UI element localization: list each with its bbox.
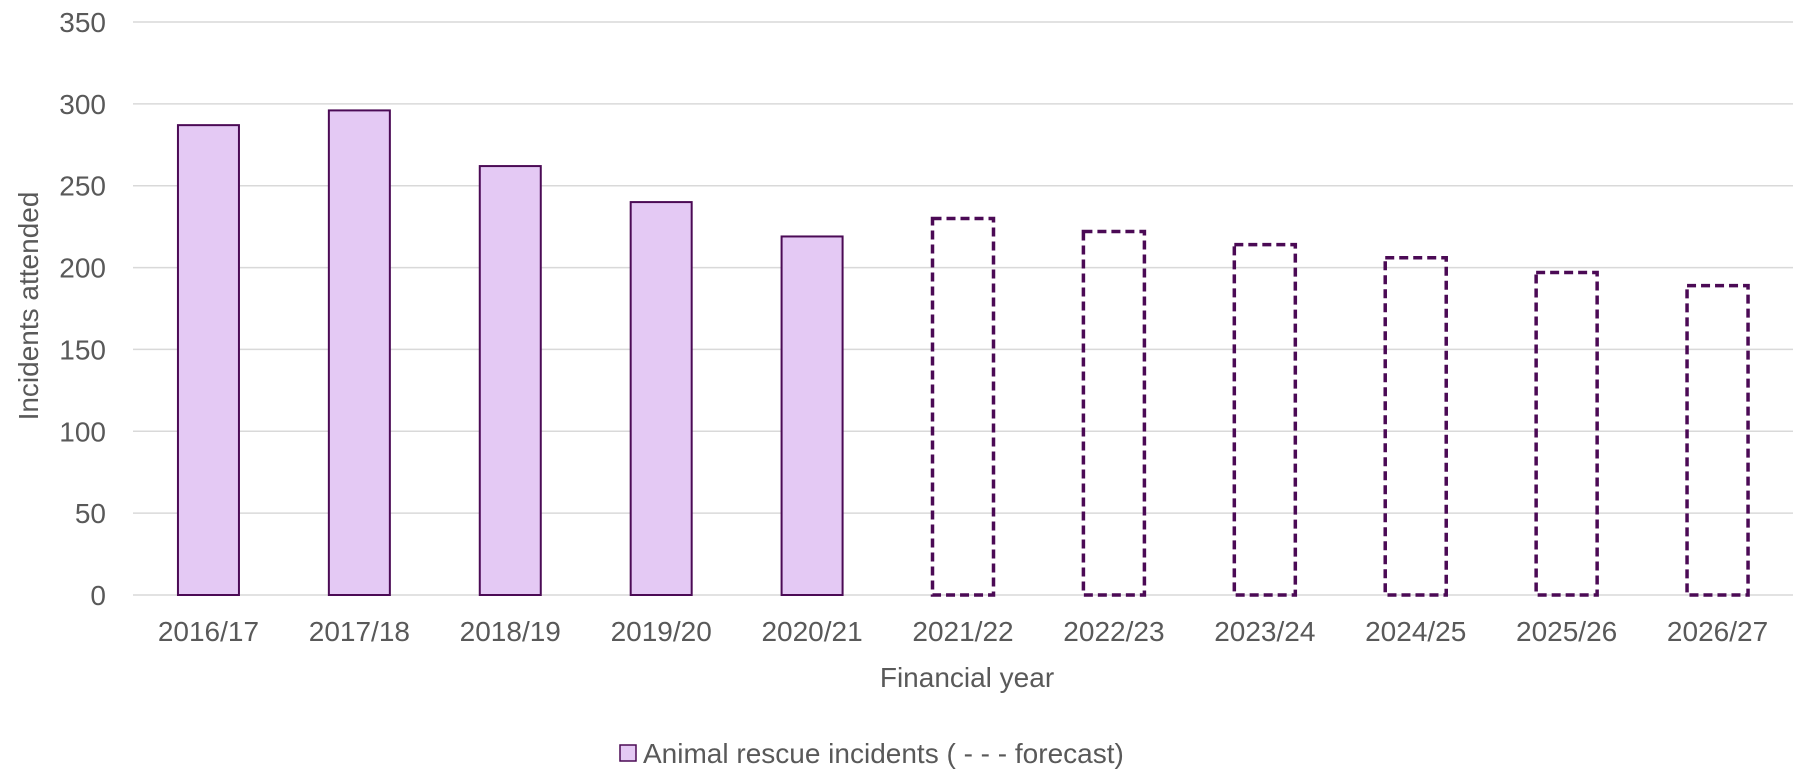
forecast-bar (1232, 242, 1298, 597)
bars (176, 109, 1750, 597)
y-axis-ticks: 0 50 100 150 200 250 300 350 (59, 7, 106, 611)
x-tick-label: 2019/20 (611, 616, 712, 647)
x-tick-label: 2017/18 (309, 616, 410, 647)
x-tick-label: 2024/25 (1365, 616, 1466, 647)
x-axis-title: Financial year (880, 662, 1054, 693)
y-tick-label: 150 (59, 334, 106, 365)
y-axis-title: Incidents attended (13, 192, 44, 421)
x-tick-label: 2016/17 (158, 616, 259, 647)
y-tick-label: 300 (59, 89, 106, 120)
y-tick-label: 50 (75, 498, 106, 529)
legend: Animal rescue incidents ( - - - forecast… (619, 738, 1124, 769)
bar (478, 165, 542, 596)
legend-label: Animal rescue incidents ( - - - forecast… (643, 738, 1124, 769)
bar (629, 201, 693, 596)
x-tick-label: 2018/19 (460, 616, 561, 647)
x-tick-label: 2023/24 (1214, 616, 1315, 647)
legend-swatch (619, 744, 637, 762)
y-tick-label: 350 (59, 7, 106, 38)
forecast-bar (1685, 283, 1750, 597)
y-tick-label: 0 (90, 580, 106, 611)
grid-lines (133, 21, 1793, 596)
y-tick-label: 250 (59, 171, 106, 202)
forecast-bar (930, 216, 996, 597)
forecast-bar (1081, 229, 1147, 597)
y-tick-label: 200 (59, 253, 106, 284)
x-tick-label: 2026/27 (1667, 616, 1768, 647)
bar (176, 124, 240, 596)
x-tick-label: 2021/22 (912, 616, 1013, 647)
bar (780, 235, 844, 596)
forecast-bar (1383, 255, 1448, 597)
y-tick-label: 100 (59, 416, 106, 447)
x-axis-ticks: 2016/17 2017/18 2018/19 2019/20 2020/21 2021/… (158, 616, 1768, 647)
forecast-bar (1534, 270, 1599, 597)
x-tick-label: 2022/23 (1063, 616, 1164, 647)
x-tick-label: 2025/26 (1516, 616, 1617, 647)
x-tick-label: 2020/21 (761, 616, 862, 647)
bar (327, 109, 391, 597)
